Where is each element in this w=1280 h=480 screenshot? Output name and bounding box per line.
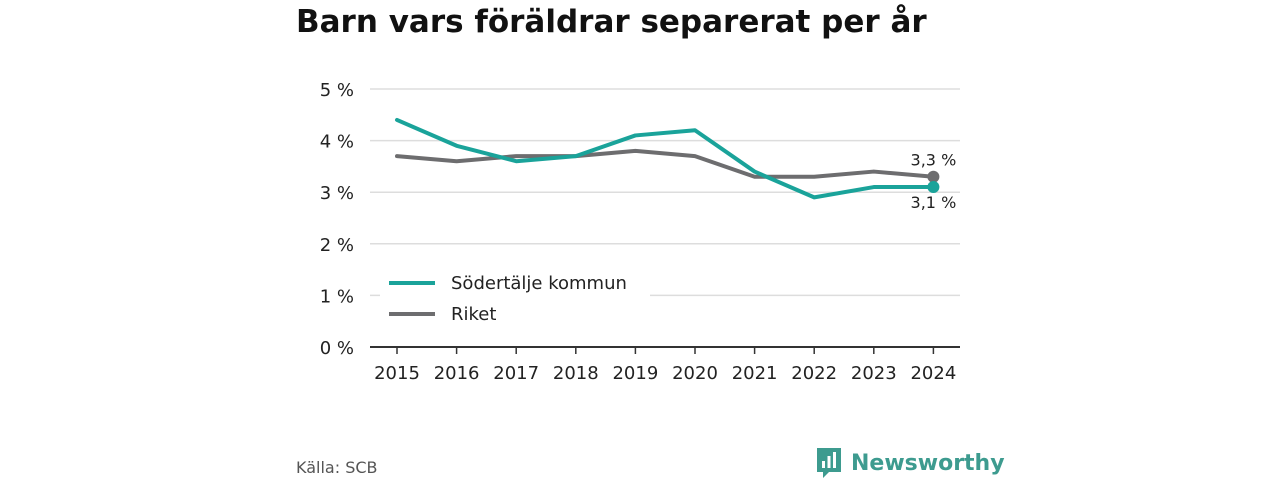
series-lines xyxy=(395,117,940,200)
brand-logo: Newsworthy xyxy=(815,446,1005,480)
legend-label: Riket xyxy=(451,304,496,325)
y-tick-label: 2 % xyxy=(320,235,354,256)
x-tick-label: 2021 xyxy=(732,363,778,384)
y-tick-label: 3 % xyxy=(320,183,354,204)
y-axis-tick-labels: 0 % 1 % 2 % 3 % 4 % 5 % xyxy=(320,80,354,359)
x-tick-label: 2022 xyxy=(791,363,837,384)
legend: Södertälje kommun Riket xyxy=(380,266,650,332)
x-tick-label: 2019 xyxy=(612,363,658,384)
series-end-point xyxy=(927,181,940,194)
end-labels: 3,1 % 3,3 % xyxy=(911,151,957,212)
end-value-label: 3,1 % xyxy=(911,193,957,212)
y-tick-label: 5 % xyxy=(320,80,354,101)
x-axis: 2015 2016 2017 2018 2019 2020 2021 2022 2023 2024 xyxy=(370,346,960,384)
legend-label: Södertälje kommun xyxy=(451,273,627,294)
chart-title: Barn vars föräldrar separerat per år xyxy=(296,4,927,40)
series-line xyxy=(395,117,936,200)
series-line xyxy=(395,148,936,179)
y-tick-label: 4 % xyxy=(320,132,354,153)
y-tick-label: 0 % xyxy=(320,338,354,359)
x-tick-label: 2015 xyxy=(374,363,420,384)
bar-chart-speech-bubble-icon xyxy=(817,448,841,478)
series-end-point xyxy=(927,170,940,183)
y-tick-label: 1 % xyxy=(320,286,354,307)
grid-lines xyxy=(370,88,960,297)
x-tick-label: 2018 xyxy=(553,363,599,384)
source-note: Källa: SCB xyxy=(296,458,378,477)
x-tick-label: 2023 xyxy=(851,363,897,384)
x-tick-label: 2016 xyxy=(434,363,480,384)
legend-background xyxy=(380,266,650,332)
x-tick-label: 2024 xyxy=(910,363,956,384)
end-value-label: 3,3 % xyxy=(911,151,957,170)
brand-name: Newsworthy xyxy=(851,450,1005,476)
line-chart: 0 %1 %2 %3 %4 %5 % 2015 2016 2017 2018 2019 2… xyxy=(320,80,960,384)
x-tick-label: 2017 xyxy=(493,363,539,384)
x-tick-label: 2020 xyxy=(672,363,718,384)
